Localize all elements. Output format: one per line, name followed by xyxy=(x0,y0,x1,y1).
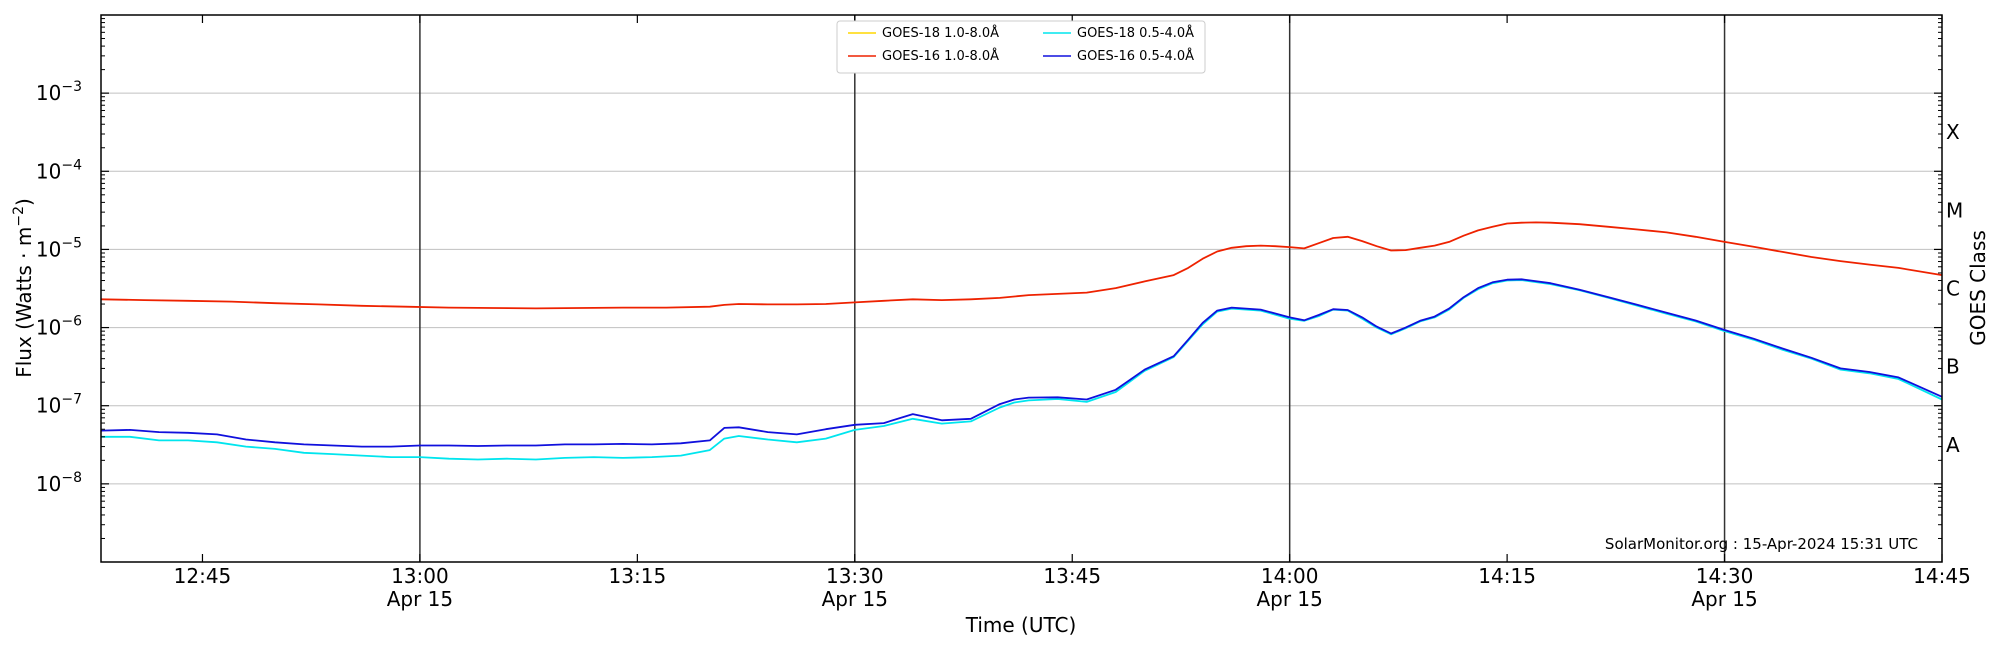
goes-class-c: C xyxy=(1946,277,1960,301)
x-tick-label-6: 14:15 xyxy=(1478,564,1536,588)
vertical-lines xyxy=(419,15,1726,562)
x-tick-date-7: Apr 15 xyxy=(1691,587,1757,611)
goes-class-b: B xyxy=(1946,355,1960,379)
goes-class-a: A xyxy=(1946,433,1960,457)
plot-frame xyxy=(100,14,1943,563)
x-tick-label-5: 14:00 xyxy=(1261,564,1319,588)
y-tick-label-3: 10−5 xyxy=(36,235,82,261)
x-tick-date-5: Apr 15 xyxy=(1256,587,1322,611)
x-tick-date-3: Apr 15 xyxy=(822,587,888,611)
y-tick-label-1: 10−7 xyxy=(36,392,82,418)
y-axis-ticks: 10−8 10−7 10−6 10−5 10−4 10−3 xyxy=(36,18,1942,539)
legend-box xyxy=(836,20,1206,74)
x-tick-date-1: Apr 15 xyxy=(387,587,453,611)
legend-label-1: GOES-16 1.0-8.0Å xyxy=(882,48,999,64)
x-tick-label-7: 14:30 xyxy=(1696,564,1754,588)
series-layer xyxy=(100,221,1943,461)
y-axis-label: Flux (Watts · m−2) xyxy=(11,198,36,378)
plot-background xyxy=(101,15,1942,562)
goes-class-labels: A B C M X xyxy=(1946,120,1963,457)
credit-text: SolarMonitor.org : 15-Apr-2024 15:31 UTC xyxy=(1605,535,1918,553)
y-tick-label-2: 10−6 xyxy=(36,314,82,340)
legend: GOES-18 1.0-8.0Å GOES-16 1.0-8.0Å GOES-18 … xyxy=(836,20,1206,74)
grid-layer xyxy=(101,92,1942,485)
y-tick-label-4: 10−4 xyxy=(36,157,82,183)
legend-label-0: GOES-18 1.0-8.0Å xyxy=(882,25,999,41)
x-tick-label-2: 13:15 xyxy=(609,564,667,588)
legend-label-2: GOES-18 0.5-4.0Å xyxy=(1077,25,1194,41)
x-tick-label-8: 14:45 xyxy=(1913,564,1971,588)
y-tick-label-0: 10−8 xyxy=(36,470,82,496)
right-axis-label: GOES Class xyxy=(1966,230,1990,346)
legend-label-3: GOES-16 0.5-4.0Å xyxy=(1077,48,1194,64)
x-tick-label-3: 13:30 xyxy=(826,564,884,588)
goes-class-x: X xyxy=(1946,120,1960,144)
x-tick-label-4: 13:45 xyxy=(1043,564,1101,588)
x-axis-label: Time (UTC) xyxy=(965,613,1077,637)
y-tick-label-5: 10−3 xyxy=(36,79,82,105)
x-tick-label-1: 13:00 xyxy=(391,564,449,588)
series-line-1 xyxy=(100,221,1943,310)
x-tick-label-0: 12:45 xyxy=(174,564,232,588)
goes-class-m: M xyxy=(1946,198,1963,222)
series-line-3 xyxy=(100,278,1943,448)
